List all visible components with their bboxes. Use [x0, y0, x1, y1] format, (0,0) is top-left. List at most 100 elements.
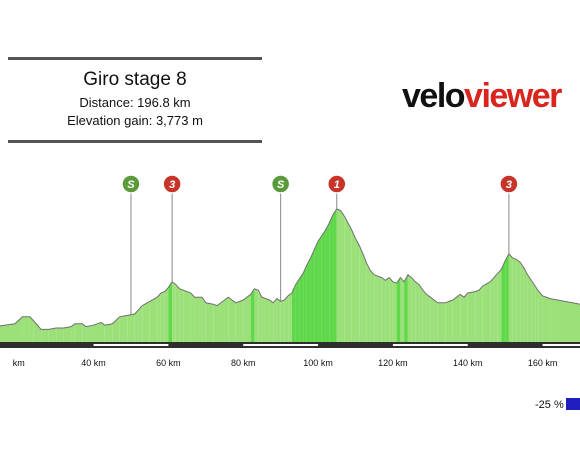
- x-tick-label: 120 km: [378, 358, 408, 368]
- profile-segment: [142, 301, 150, 342]
- profile-segment: [321, 230, 326, 342]
- profile-segment: [194, 297, 203, 342]
- profile-segment: [224, 297, 229, 342]
- profile-segment: [258, 290, 262, 342]
- logo-part-velo: velo: [402, 77, 466, 115]
- climb-marker-label: 3: [169, 179, 175, 191]
- profile-segment: [276, 298, 281, 342]
- x-tick-label: 80 km: [231, 358, 256, 368]
- profile-segment: [0, 323, 15, 342]
- top-divider: [8, 57, 262, 60]
- sprint-marker-label: S: [277, 179, 285, 191]
- sprint-marker-badge: [270, 174, 291, 194]
- profile-segment: [183, 290, 191, 342]
- x-tick-label: 60 km: [156, 358, 181, 368]
- profile-segment: [29, 316, 34, 342]
- x-tick-label: 40 km: [81, 358, 106, 368]
- distance-bar-stripe: [542, 344, 580, 346]
- profile-segment: [508, 253, 513, 342]
- profile-segment: [396, 277, 401, 342]
- profile-segment: [104, 323, 113, 342]
- sprint-marker-badge: [121, 174, 141, 194]
- profile-segment: [366, 263, 371, 342]
- profile-segment: [426, 294, 431, 342]
- profile-segment: [437, 302, 446, 342]
- profile-segment: [63, 326, 72, 342]
- profile-segment: [295, 279, 300, 342]
- profile-segment: [336, 209, 341, 342]
- distance-label: Distance: 196.8 km: [79, 95, 191, 110]
- profile-segment: [538, 291, 543, 342]
- gradient-legend-swatch: [566, 398, 580, 410]
- profile-segment: [490, 277, 494, 342]
- profile-segment: [381, 277, 386, 342]
- profile-segment: [172, 281, 176, 342]
- profile-segment: [505, 253, 509, 342]
- profile-segment: [213, 304, 218, 342]
- profile-segment: [86, 325, 94, 342]
- profile-segment: [348, 223, 352, 342]
- profile-segment: [33, 321, 42, 342]
- bottom-divider: [8, 140, 262, 143]
- profile-segment: [314, 241, 319, 342]
- profile-segment: [168, 281, 173, 342]
- distance-bar-stripe: [93, 344, 169, 346]
- profile-segment: [269, 300, 274, 342]
- profile-segment: [389, 277, 393, 342]
- profile-segment: [291, 284, 296, 342]
- profile-segment: [112, 316, 120, 342]
- stage-title: Giro stage 8: [83, 69, 187, 90]
- profile-segment: [415, 281, 420, 342]
- profile-segment: [452, 294, 461, 342]
- profile-segment: [422, 290, 427, 342]
- profile-segment: [501, 260, 506, 342]
- profile-segment: [493, 273, 498, 342]
- profile-segment: [460, 294, 464, 342]
- profile-segment: [284, 295, 289, 342]
- profile-segment: [93, 322, 102, 342]
- profile-segment: [535, 286, 539, 342]
- profile-segment: [362, 253, 367, 342]
- profile-segment: [246, 294, 251, 342]
- profile-segment: [419, 284, 423, 342]
- climb-marker-badge: [327, 174, 347, 194]
- profile-segment: [101, 322, 105, 342]
- profile-segment: [404, 274, 408, 342]
- profile-segment: [542, 295, 551, 342]
- profile-segment: [400, 277, 405, 342]
- profile-segment: [434, 300, 438, 342]
- profile-segment: [273, 298, 277, 342]
- profile-segment: [318, 235, 322, 342]
- profile-segment: [512, 258, 517, 342]
- profile-segment: [71, 323, 75, 342]
- profile-segment: [325, 223, 330, 342]
- profile-segment: [261, 297, 270, 342]
- profile-segment: [138, 305, 143, 342]
- veloviewer-logo: veloviewer: [402, 77, 562, 115]
- profile-segment: [254, 288, 259, 342]
- x-tick-label: 140 km: [453, 358, 483, 368]
- profile-segment: [523, 267, 528, 342]
- profile-segment: [374, 274, 378, 342]
- profile-segment: [572, 302, 580, 342]
- profile-segment: [157, 293, 161, 342]
- logo-part-viewer: viewer: [464, 77, 562, 115]
- profile-segment: [411, 277, 416, 342]
- profile-segment: [22, 316, 30, 342]
- profile-segment: [288, 293, 292, 342]
- profile-segment: [299, 273, 304, 342]
- profile-segment: [228, 297, 232, 342]
- profile-segment: [392, 281, 397, 342]
- profile-segment: [329, 214, 334, 342]
- profile-segment: [306, 258, 311, 342]
- profile-segment: [74, 323, 83, 342]
- profile-segment: [385, 277, 390, 342]
- profile-segment: [190, 293, 195, 342]
- profile-segment: [445, 300, 453, 342]
- profile-segment: [359, 245, 363, 342]
- profile-segment: [41, 329, 49, 342]
- profile-segment: [14, 316, 23, 342]
- elevation-profile-chart: km 40 km 60 km 80 km 100 km 120 km 140 km 160 k…: [0, 174, 580, 368]
- profile-outline: [0, 208, 580, 330]
- profile-segment: [482, 281, 491, 342]
